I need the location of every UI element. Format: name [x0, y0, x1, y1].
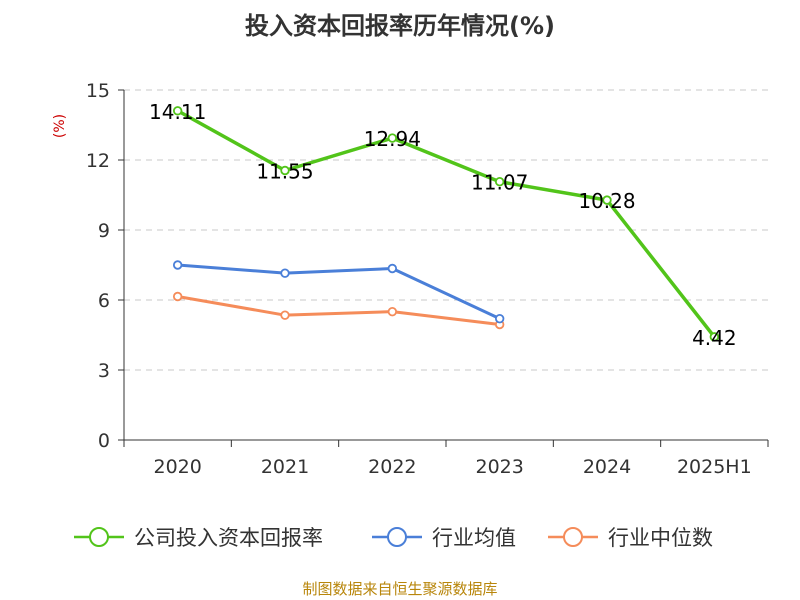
x-tick-label-2021: 2021	[261, 456, 309, 478]
legend-item-1: 公司投入资本回报率	[74, 526, 323, 550]
legend-label-3: 行业中位数	[608, 526, 713, 550]
series-line-1	[175, 109, 717, 339]
series-1-point-2025H1	[709, 332, 720, 342]
x-tick-label-2023: 2023	[475, 456, 523, 478]
data-label-2023: 11.07	[471, 171, 528, 195]
series-layer	[172, 106, 720, 342]
x-tick-label-2025H1: 2025H1	[677, 456, 752, 478]
y-tick-label-3: 3	[98, 360, 110, 382]
source-note: 制图数据来自恒生聚源数据库	[302, 580, 497, 598]
data-label-2021: 11.55	[256, 160, 313, 184]
legend-swatch-marker-2	[387, 527, 407, 547]
y-tick-label-12: 12	[86, 150, 110, 172]
x-tick-label-2022: 2022	[368, 456, 416, 478]
legend-label-1: 公司投入资本回报率	[134, 526, 323, 550]
series-1-point-2020	[172, 106, 183, 116]
gridlines	[124, 89, 768, 371]
series-2-point-2022	[387, 263, 398, 274]
series-2-point-2021	[280, 268, 290, 278]
series-line-2	[176, 263, 502, 321]
y-tick-label-0: 0	[98, 430, 110, 452]
y-tick-label-15: 15	[86, 80, 110, 102]
data-label-2025H1: 4.42	[692, 326, 737, 350]
y-tick-label-6: 6	[98, 290, 110, 312]
y-axis-unit: (%)	[52, 114, 68, 138]
data-label-2022: 12.94	[364, 127, 421, 151]
legend-item-2: 行业均值	[372, 526, 516, 550]
series-1-point-2024	[602, 195, 612, 205]
series-1-point-2021	[280, 165, 290, 176]
axes: 0 3 6 9 12 15 2020 2021 2022 2023 2024 2025H1	[86, 80, 769, 478]
series-3-point-2020	[172, 291, 183, 302]
series-2-point-2020	[172, 260, 183, 270]
series-2-point-2023	[494, 313, 505, 324]
legend-swatch-marker-1	[89, 527, 109, 547]
series-1-point-2022	[387, 133, 398, 143]
chart-title: 投入资本回报率历年情况(%)	[245, 12, 555, 40]
legend-label-2: 行业均值	[432, 526, 516, 550]
data-label-2020: 14.11	[149, 100, 206, 124]
data-labels: 14.11 11.55 12.94 11.07 10.28 4.42	[149, 100, 737, 350]
series-3-point-2021	[280, 310, 290, 320]
y-tick-label-9: 9	[98, 220, 110, 242]
data-label-2024: 10.28	[578, 189, 635, 213]
x-tick-label-2024: 2024	[583, 456, 631, 478]
x-tick-label-2020: 2020	[153, 456, 201, 478]
legend-item-3: 行业中位数	[548, 526, 713, 550]
series-3-point-2022	[387, 306, 398, 317]
legend-swatch-marker-3	[563, 527, 583, 547]
series-1-point-2023	[494, 176, 505, 187]
legend: 公司投入资本回报率 行业均值 行业中位数	[74, 526, 713, 550]
series-line-3	[176, 295, 502, 326]
